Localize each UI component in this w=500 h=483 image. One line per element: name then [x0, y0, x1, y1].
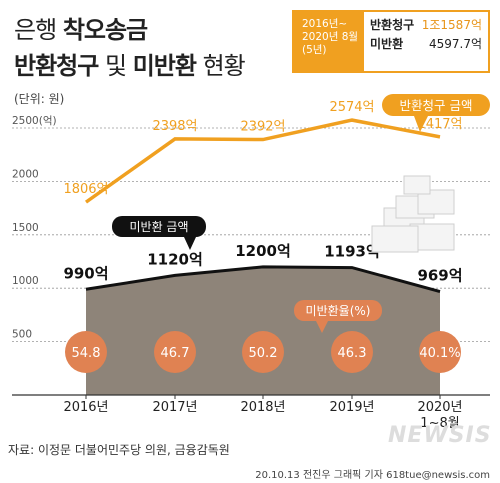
credit-note: 20.10.13 전진우 그래픽 기자 618tue@newsis.com: [255, 470, 490, 481]
page-title-line2: 반환청구 및 미반환 현황: [14, 46, 246, 81]
watermark-logo: NEWSIS: [388, 423, 492, 448]
title-remittance: 착오송금: [62, 16, 148, 44]
claim-callout-tail: [414, 116, 428, 132]
summary-values: 반환청구 1조1587억 미반환 4597.7억: [364, 12, 488, 71]
x-tick-label: 2020년: [417, 400, 462, 415]
summary-row-claim: 반환청구 1조1587억: [370, 16, 482, 35]
summary-claim-value: 1조1587억: [421, 18, 482, 32]
summary-period-line2: 2020년 8월: [302, 31, 359, 43]
page-title-line1: 은행 착오송금: [14, 10, 148, 45]
x-tick-label: 2019년: [329, 400, 374, 415]
unreturned-callout-bubble: [112, 216, 206, 237]
summary-claim-label: 반환청구: [370, 18, 415, 32]
unreturned-area: [86, 266, 440, 395]
claim-value-label: 2574억: [329, 100, 374, 115]
unreturned-callout-label: 미반환 금액: [129, 220, 188, 234]
claim-value-label: 1806억: [63, 182, 108, 197]
rate-value-label: 40.1%: [419, 346, 460, 361]
rate-circle: [65, 331, 107, 373]
unit-label: (단위: 원): [14, 92, 65, 106]
money-bundle-illustration: [371, 175, 455, 253]
money-stack: [403, 175, 431, 195]
summary-period-line1: 2016년~: [302, 18, 348, 30]
y-tick-label: 2000: [12, 168, 39, 180]
summary-box: 2016년~ 2020년 8월 (5년) 반환청구 1조1587억 미반환 45…: [292, 10, 490, 73]
title-and: 및: [104, 52, 127, 80]
claim-value-label: 2398억: [152, 119, 197, 134]
unreturned-value-label: 990억: [63, 264, 108, 282]
rate-circle: [154, 331, 196, 373]
rate-circle: [331, 331, 373, 373]
unreturned-value-label: 1120억: [147, 250, 203, 268]
y-tick-label: 1000: [12, 275, 39, 287]
summary-row-unreturned: 미반환 4597.7억: [370, 35, 482, 54]
title-claim: 반환청구: [14, 52, 99, 80]
rate-value-label: 46.7: [161, 346, 190, 361]
rate-circle: [419, 331, 461, 373]
money-stack: [371, 225, 419, 253]
rate-value-label: 54.8: [72, 346, 101, 361]
title-status: 현황: [202, 52, 246, 80]
x-tick-label: 2016년: [63, 400, 108, 415]
rate-callout-tail: [316, 321, 328, 333]
rate-callout-bubble: [294, 300, 382, 321]
unreturned-callout-tail: [184, 237, 196, 250]
x-tick-label: 2018년: [240, 400, 285, 415]
unreturned-value-label: 1200억: [235, 242, 291, 260]
claim-callout-label: 반환청구 금액: [400, 98, 473, 113]
rate-circle: [242, 331, 284, 373]
claim-value-label: 2417억: [417, 117, 462, 132]
unreturned-value-label: 1193억: [324, 243, 380, 261]
summary-period-line3: (5년): [302, 44, 327, 56]
summary-period: 2016년~ 2020년 8월 (5년): [294, 12, 364, 71]
source-note: 자료: 이정문 더불어민주당 의원, 금융감독원: [8, 443, 230, 457]
rate-value-label: 50.2: [249, 346, 278, 361]
y-tick-label: 1500: [12, 222, 39, 234]
claim-line: [84, 118, 441, 204]
unreturned-line: [85, 265, 441, 293]
claim-callout-bubble: [382, 94, 490, 116]
y-tick-label: 500: [12, 329, 32, 341]
claim-value-label: 2392억: [240, 120, 285, 135]
title-prefix: 은행: [14, 16, 57, 44]
y-tick-label: 2500(억): [12, 115, 57, 127]
unreturned-value-label: 969억: [417, 267, 462, 285]
x-tick-label: 1~8월: [420, 416, 459, 431]
summary-unreturned-value: 4597.7억: [428, 37, 482, 51]
title-unreturned: 미반환: [132, 52, 197, 80]
x-tick-label: 2017년: [152, 400, 197, 415]
summary-unreturned-label: 미반환: [370, 37, 404, 51]
rate-value-label: 46.3: [338, 346, 367, 361]
rate-callout-label: 미반환율(%): [306, 304, 371, 318]
